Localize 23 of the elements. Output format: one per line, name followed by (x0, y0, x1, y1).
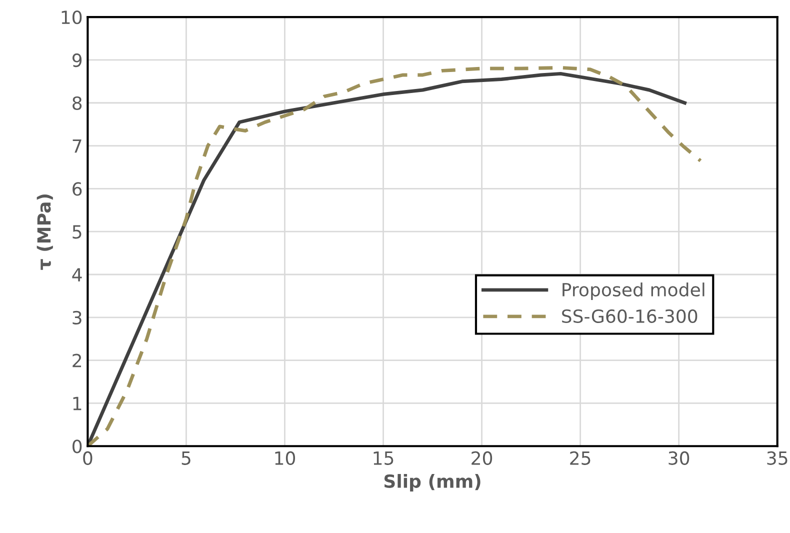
x-tick-label: 15 (374, 452, 394, 465)
x-axis-title: Slip (mm) (384, 474, 480, 492)
y-tick-label: 2 (72, 354, 82, 368)
y-tick-label: 5 (72, 225, 82, 239)
y-tick-label: 10 (62, 10, 82, 24)
y-tick-label: 7 (72, 139, 82, 153)
legend-label: Proposed model (562, 282, 704, 300)
y-tick-label: 8 (72, 96, 82, 110)
y-axis-title: τ (MPa) (36, 194, 53, 270)
y-tick-label: 6 (72, 182, 82, 196)
y-tick-label: 0 (72, 440, 82, 454)
y-tick-label: 3 (72, 310, 82, 325)
x-tick-label: 25 (570, 451, 590, 465)
x-tick-label: 20 (472, 451, 492, 465)
y-tick-label: 1 (73, 396, 82, 410)
y-tick-label: 9 (72, 53, 82, 68)
x-tick-label: 35 (767, 451, 788, 465)
legend-label: SS-G60-16-300 (562, 309, 698, 324)
y-tick-label: 4 (72, 268, 82, 282)
x-tick-label: 5 (182, 452, 190, 465)
x-tick-label: 10 (275, 451, 296, 465)
x-tick-label: 0 (83, 451, 92, 465)
x-tick-label: 30 (668, 451, 690, 465)
